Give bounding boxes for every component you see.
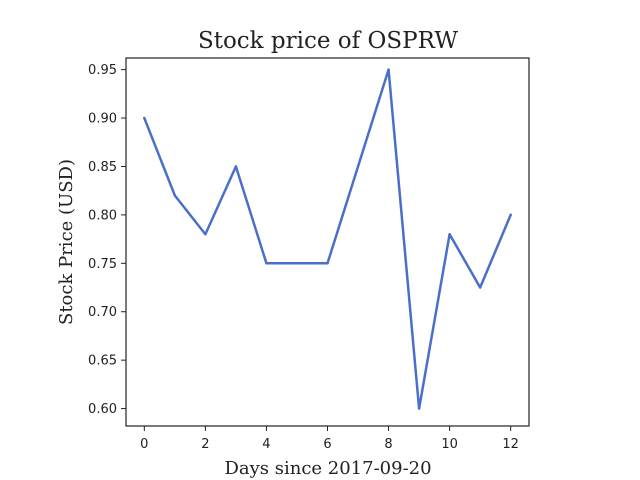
x-tick-label: 6 [323,437,331,452]
data-point [448,233,450,235]
x-tick-label: 10 [441,437,458,452]
data-point [509,214,511,216]
x-axis-label: Days since 2017-09-20 [224,458,431,479]
chart-title: Stock price of OSPRW [198,28,458,54]
series-line [144,70,510,409]
data-point [387,68,389,70]
data-point [143,117,145,119]
y-tick-label: 0.95 [88,63,117,78]
data-point [235,165,237,167]
data-point [296,262,298,264]
data-point [265,262,267,264]
y-tick-label: 0.70 [88,305,117,320]
data-points [143,68,512,409]
x-tick-label: 12 [502,437,519,452]
data-point [357,165,359,167]
x-tick-label: 2 [201,437,209,452]
y-axis-label: Stock Price (USD) [56,159,77,325]
data-point [174,194,176,196]
y-tick-label: 0.65 [88,354,117,369]
x-axis: 0 2 4 6 8 10 12 [140,426,519,452]
x-tick-label: 4 [262,437,270,452]
y-tick-label: 0.60 [88,402,117,417]
data-point [326,262,328,264]
y-axis: 0.60 0.65 0.70 0.75 0.80 0.85 0.90 0.95 [88,63,126,417]
x-tick-label: 0 [140,437,148,452]
y-tick-label: 0.80 [88,208,117,223]
data-point [479,286,481,288]
x-tick-label: 8 [384,437,392,452]
y-tick-label: 0.85 [88,160,117,175]
data-point [418,407,420,409]
plot-area-frame [126,58,529,426]
y-tick-label: 0.90 [88,112,117,127]
y-tick-label: 0.75 [88,257,117,272]
data-point [204,233,206,235]
